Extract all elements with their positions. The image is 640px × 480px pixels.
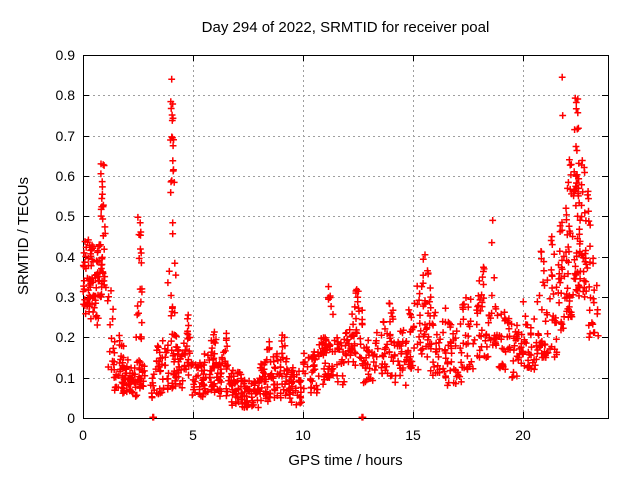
y-tick-label: 0.9	[55, 47, 75, 63]
plot-border	[83, 55, 609, 419]
x-tick-label: 15	[405, 427, 421, 443]
y-tick-label: 0.7	[55, 127, 75, 144]
x-tick-label: 0	[79, 427, 87, 443]
chart-title: Day 294 of 2022, SRMTID for receiver poa…	[201, 19, 490, 36]
x-tick-label: 20	[515, 427, 531, 443]
y-tick-label: 0.4	[55, 248, 75, 265]
x-axis-label: GPS time / hours	[288, 452, 403, 469]
y-tick-label: 0.6	[55, 168, 75, 184]
x-tick-label: 10	[295, 427, 311, 443]
y-tick-label: 0.5	[55, 208, 75, 225]
y-tick-label: 0.2	[55, 329, 75, 346]
y-axis-label: SRMTID / TECUs	[15, 176, 32, 296]
y-tick-label: 0.3	[55, 289, 75, 305]
y-tick-label: 0.8	[55, 87, 75, 104]
x-tick-label: 5	[189, 427, 197, 443]
data-points	[79, 73, 602, 421]
y-tick-label: 0	[67, 410, 75, 426]
y-tick-label: 0.1	[55, 369, 75, 386]
